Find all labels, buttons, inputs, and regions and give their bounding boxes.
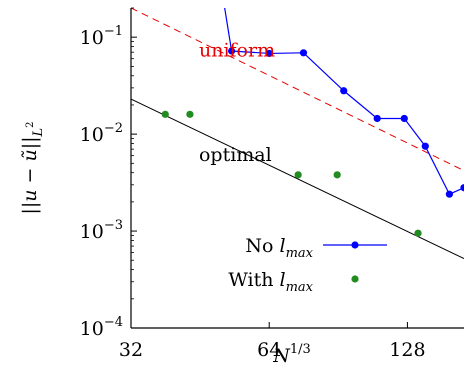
no-lmax-point — [373, 114, 381, 123]
legend: No lmax With lmax — [228, 235, 387, 295]
no-lmax-point — [340, 87, 348, 95]
y-axis-label: ||u − ũ||L2 — [19, 121, 46, 214]
x-tick-label: 32 — [119, 339, 143, 361]
with-lmax-point — [294, 171, 302, 179]
optimal-annotation: optimal — [199, 144, 272, 166]
legend-marker-swatch — [351, 275, 359, 283]
uniform-annotation: uniform — [199, 40, 275, 62]
uniform-reference-line — [131, 8, 464, 172]
legend-marker-swatch — [351, 241, 359, 249]
no-lmax-point — [228, 47, 236, 55]
plot-area — [131, 8, 464, 260]
y-tick-label: 10−3 — [80, 218, 123, 243]
no-lmax-point — [460, 184, 464, 192]
with-lmax-point — [161, 110, 169, 118]
legend-label: With lmax — [228, 269, 313, 295]
with-lmax-point — [186, 110, 194, 118]
legend-label: No lmax — [245, 235, 313, 261]
no-lmax-point — [445, 190, 454, 198]
annotations: uniform optimal — [199, 40, 275, 166]
x-axis-label: N1/3 — [272, 342, 311, 367]
with-lmax-point — [333, 171, 341, 179]
no-lmax-point — [421, 142, 429, 150]
optimal-reference-line — [131, 98, 464, 260]
no-lmax-series-line — [224, 8, 464, 195]
plot-series — [131, 8, 464, 260]
no-lmax-point — [265, 49, 273, 58]
with-lmax-point — [414, 229, 422, 237]
axis-labels: N1/3 ||u − ũ||L2 — [19, 121, 311, 367]
y-tick-label: 10−2 — [80, 121, 123, 146]
no-lmax-point — [299, 49, 308, 57]
y-tick-label: 10−4 — [80, 315, 123, 340]
ticks: 32 64 128 10−1 10−2 10−3 10−4 — [80, 7, 464, 361]
y-tick-label: 10−1 — [80, 24, 123, 49]
x-tick-label: 64 — [257, 339, 281, 361]
x-tick-label: 128 — [389, 339, 425, 361]
no-lmax-point — [400, 114, 408, 123]
